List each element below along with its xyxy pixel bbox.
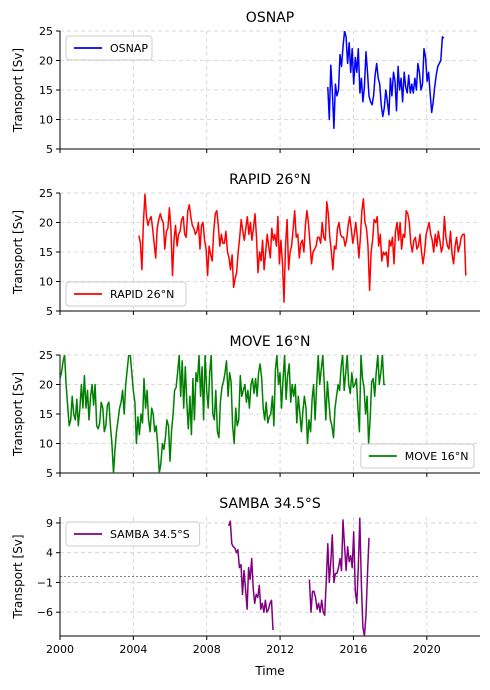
y-tick-label: 20: [39, 217, 53, 230]
y-tick-label: 15: [39, 408, 53, 421]
panel-4: −6 −1 4 9 2000 2004 2008 2012 2016 2020 SAMBA 34.5…: [11, 496, 480, 678]
y-tick-label: 15: [39, 246, 53, 259]
y-axis-label: Transport [Sv]: [11, 372, 25, 457]
y-axis-label: Transport [Sv]: [11, 534, 25, 619]
x-tick-label: 2000: [46, 643, 74, 656]
legend-label: SAMBA 34.5°S: [110, 528, 190, 541]
panel-title: SAMBA 34.5°S: [219, 496, 321, 512]
series-line: [227, 520, 274, 631]
legend-frame: [65, 281, 187, 307]
legend: SAMBA 34.5°S: [65, 521, 201, 547]
series-line: [138, 193, 467, 303]
panel-2: 5 10 15 20 25 RAPID 26°N Transport [Sv] RAPID 2…: [11, 172, 480, 318]
y-tick-label: 20: [39, 55, 53, 68]
x-axis-label: Time: [254, 664, 284, 678]
series-line: [60, 355, 386, 473]
y-tick-label: −6: [37, 606, 53, 619]
y-tick-label: 15: [39, 84, 53, 97]
legend: RAPID 26°N: [65, 281, 187, 307]
y-tick-label: −1: [37, 576, 53, 589]
x-tick-label: 2012: [266, 643, 294, 656]
legend-label: OSNAP: [110, 42, 148, 55]
x-tick-label: 2008: [193, 643, 221, 656]
series-line: [327, 31, 445, 130]
x-tick-label: 2020: [413, 643, 441, 656]
y-tick-label: 10: [39, 438, 53, 451]
y-tick-label: 25: [39, 349, 53, 362]
y-tick-label: 9: [46, 517, 53, 530]
y-tick-label: 25: [39, 25, 53, 38]
y-tick-label: 10: [39, 276, 53, 289]
panel-title: RAPID 26°N: [229, 172, 311, 188]
legend-frame: [65, 35, 153, 61]
x-tick-label: 2004: [119, 643, 147, 656]
y-tick-label: 5: [46, 467, 53, 480]
legend-frame: [360, 443, 475, 469]
y-tick-label: 4: [46, 547, 53, 560]
legend-frame: [65, 521, 201, 547]
y-tick-label: 10: [39, 114, 53, 127]
panel-title: MOVE 16°N: [229, 334, 310, 350]
legend-label: MOVE 16°N: [405, 450, 469, 463]
legend-label: RAPID 26°N: [110, 288, 174, 301]
legend: MOVE 16°N: [360, 443, 475, 469]
panel-1: 5 10 15 20 25 OSNAP Transport [Sv] OSNAP: [11, 10, 480, 156]
series-line: [308, 517, 370, 636]
y-axis-label: Transport [Sv]: [11, 210, 25, 295]
y-tick-label: 20: [39, 379, 53, 392]
panel-3: 5 10 15 20 25 MOVE 16°N Transport [Sv] MOVE 16°…: [11, 334, 480, 480]
x-tick-label: 2016: [339, 643, 367, 656]
y-tick-label: 5: [46, 305, 53, 318]
panel-title: OSNAP: [246, 10, 294, 26]
y-tick-label: 5: [46, 143, 53, 156]
legend: OSNAP: [65, 35, 153, 61]
y-axis-label: Transport [Sv]: [11, 48, 25, 133]
y-tick-label: 25: [39, 187, 53, 200]
